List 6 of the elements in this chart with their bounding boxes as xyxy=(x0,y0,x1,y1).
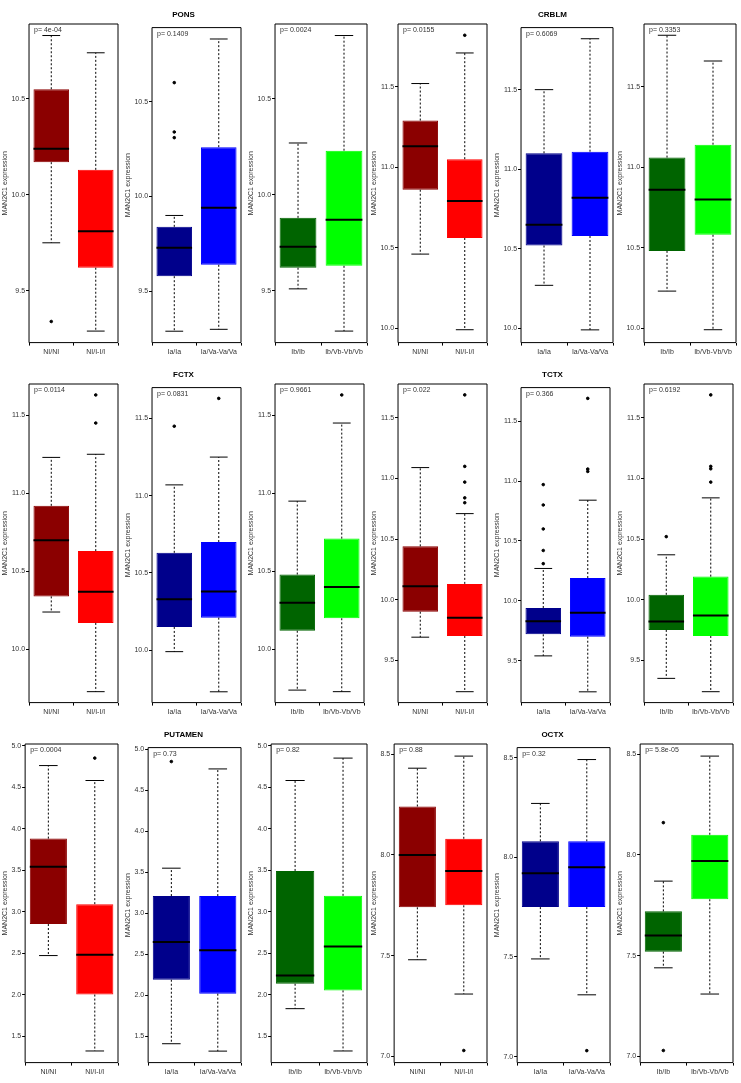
chart-title: FCTX xyxy=(173,370,195,379)
chart-title: CRBLM xyxy=(538,10,568,19)
chart-title: PUTAMEN xyxy=(164,730,204,739)
chart-title: PONS xyxy=(172,10,196,19)
chart-title: TCTX xyxy=(542,370,564,379)
chart-title: OCTX xyxy=(541,730,565,739)
